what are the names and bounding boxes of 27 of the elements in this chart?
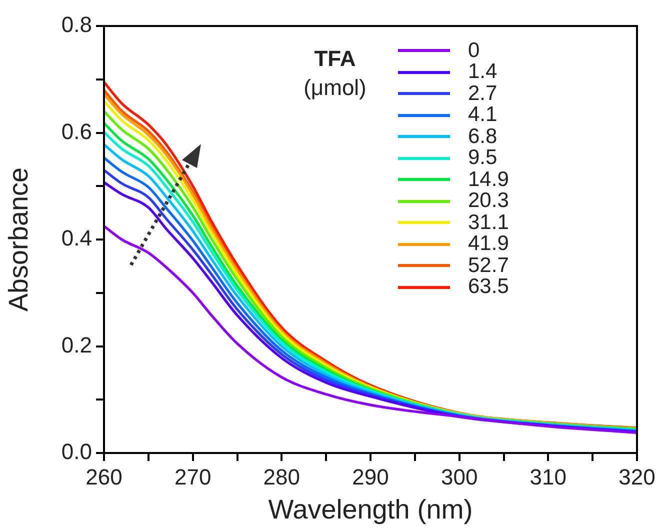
y-tick-label: 0.0 <box>61 439 92 464</box>
x-axis-title: Wavelength (nm) <box>268 494 473 524</box>
y-tick-label: 0.8 <box>61 12 92 38</box>
x-tick-label: 270 <box>174 464 212 490</box>
legend-label: 9.5 <box>468 146 498 170</box>
legend-label: 2.7 <box>468 82 498 106</box>
x-tick-label: 300 <box>440 464 478 490</box>
legend-label: 4.1 <box>468 103 498 128</box>
x-tick-label: 310 <box>530 464 567 490</box>
x-tick-label: 280 <box>263 464 300 490</box>
y-tick-label: 0.6 <box>61 118 92 144</box>
legend-label: 20.3 <box>468 189 509 214</box>
y-tick-label: 0.4 <box>61 226 92 251</box>
legend-label: 14.9 <box>468 168 509 192</box>
legend-label: 0 <box>468 38 480 63</box>
x-tick-label: 290 <box>352 464 389 490</box>
legend-label: 41.9 <box>468 232 509 256</box>
legend-label: 52.7 <box>468 254 509 278</box>
legend-label: 31.1 <box>468 210 509 235</box>
legend-label: 1.4 <box>468 60 498 84</box>
legend-label: 6.8 <box>468 124 498 149</box>
legend-label: 63.5 <box>468 275 509 300</box>
y-tick-label: 0.2 <box>61 332 92 358</box>
legend-title: TFA (μmol) <box>302 45 368 102</box>
x-tick-label: 260 <box>86 464 122 490</box>
x-tick-label: 320 <box>618 464 656 490</box>
y-axis-title: Absorbance <box>4 167 34 312</box>
